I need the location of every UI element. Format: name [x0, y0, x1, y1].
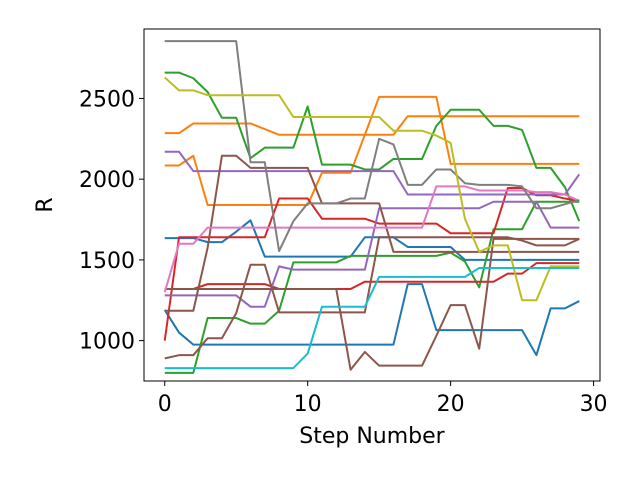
- y-axis: 1000 1500 2000 2500: [79, 87, 144, 355]
- series-layer: [163, 40, 581, 374]
- x-tick-label: 20: [437, 392, 465, 417]
- y-tick-label: 1500: [79, 249, 135, 274]
- axes-frame: [143, 28, 601, 382]
- x-tick-label: 0: [158, 392, 172, 417]
- series-line-17: [164, 266, 580, 370]
- x-tick-label: 10: [294, 392, 322, 417]
- y-axis-label: R: [33, 197, 58, 212]
- series-line-8: [164, 262, 580, 290]
- x-tick-label: 30: [580, 392, 608, 417]
- series-line-7: [163, 187, 580, 341]
- series-line-1: [163, 283, 580, 357]
- y-tick-label: 2000: [79, 168, 135, 193]
- y-tick-label: 1000: [79, 330, 135, 355]
- series-line-13: [164, 237, 580, 371]
- series-line-15: [164, 40, 580, 253]
- series-line-14: [163, 185, 580, 293]
- x-axis-label: Step Number: [299, 424, 445, 449]
- series-line-4: [164, 115, 580, 206]
- series-line-16: [164, 76, 580, 302]
- series-line-10: [164, 200, 580, 308]
- y-tick-label: 2500: [79, 87, 135, 112]
- series-line-11: [164, 236, 580, 360]
- series-line-3: [164, 95, 580, 165]
- x-axis: 0 10 20 30: [158, 381, 608, 417]
